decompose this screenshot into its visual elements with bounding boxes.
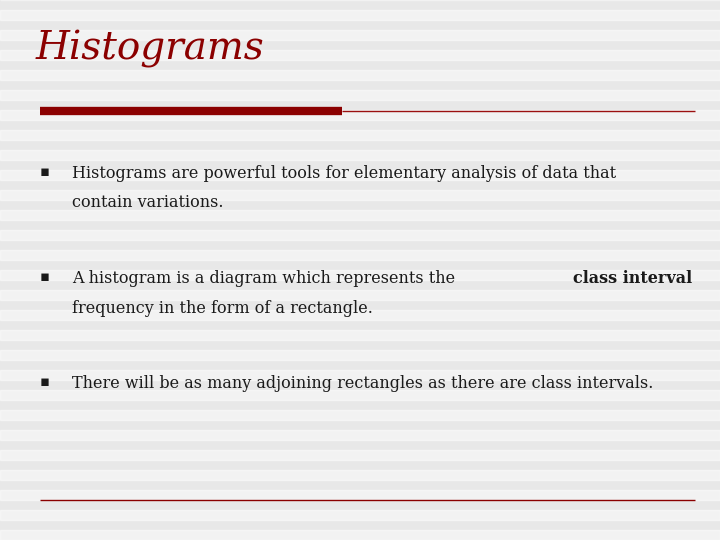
Bar [0, 450, 720, 460]
Bar [0, 250, 720, 260]
Text: ▪: ▪ [40, 165, 50, 179]
Bar [0, 310, 720, 320]
Bar [0, 150, 720, 160]
Bar [0, 330, 720, 340]
Bar [0, 270, 720, 280]
Text: A histogram is a diagram which represents the: A histogram is a diagram which represent… [72, 270, 460, 287]
Bar [0, 90, 720, 100]
Bar [0, 10, 720, 20]
Bar [0, 490, 720, 500]
Bar [0, 130, 720, 140]
Bar [0, 430, 720, 440]
Bar [0, 210, 720, 220]
Bar [0, 410, 720, 420]
Text: Histograms: Histograms [36, 30, 265, 68]
Bar [0, 290, 720, 300]
Bar [0, 530, 720, 540]
Bar [0, 170, 720, 180]
Bar [0, 470, 720, 480]
Text: ▪: ▪ [40, 270, 50, 284]
Text: frequency in the form of a rectangle.: frequency in the form of a rectangle. [72, 300, 373, 316]
Text: Histograms are powerful tools for elementary analysis of data that: Histograms are powerful tools for elemen… [72, 165, 616, 181]
Bar [0, 370, 720, 380]
Bar [0, 190, 720, 200]
Bar [0, 230, 720, 240]
Text: class interval: class interval [573, 270, 692, 287]
Text: There will be as many adjoining rectangles as there are class intervals.: There will be as many adjoining rectangl… [72, 375, 653, 392]
Bar [0, 70, 720, 80]
Bar [0, 390, 720, 400]
Bar [0, 110, 720, 120]
Bar [0, 510, 720, 520]
Text: contain variations.: contain variations. [72, 194, 223, 211]
Bar [0, 350, 720, 360]
Bar [0, 50, 720, 60]
Bar [0, 30, 720, 40]
Text: ▪: ▪ [40, 375, 50, 389]
